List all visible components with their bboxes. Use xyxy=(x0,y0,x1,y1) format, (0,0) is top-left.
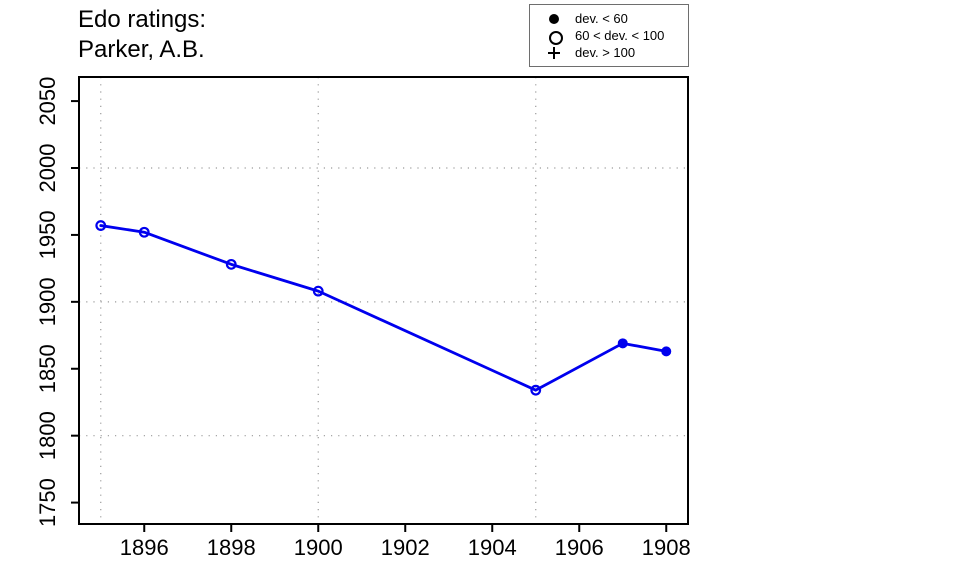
x-tick-label: 1908 xyxy=(642,535,691,560)
legend-box: dev. < 60 60 < dev. < 100 dev. > 100 xyxy=(529,4,689,67)
filled-circle-icon xyxy=(548,13,560,25)
chart-title-line1: Edo ratings: xyxy=(78,6,207,33)
legend-item-label: dev. > 100 xyxy=(575,45,636,60)
y-tick-label: 1850 xyxy=(35,344,60,393)
y-tick-label: 1900 xyxy=(35,277,60,326)
x-tick-label: 1900 xyxy=(294,535,343,560)
plot-box xyxy=(78,76,689,525)
x-tick-label: 1898 xyxy=(207,535,256,560)
legend-item-label: 60 < dev. < 100 xyxy=(575,28,665,43)
data-point-open xyxy=(530,384,542,396)
x-tick-label: 1906 xyxy=(555,535,604,560)
data-point-open xyxy=(138,226,150,238)
open-circle-icon xyxy=(548,30,563,45)
rating-line xyxy=(99,224,668,392)
data-point-open xyxy=(95,220,107,231)
legend-item-label: dev. < 60 xyxy=(575,11,628,26)
chart-title: Edo ratings: Parker, A.B. xyxy=(78,5,206,65)
x-tick-label: 1896 xyxy=(120,535,169,560)
x-tick-label: 1904 xyxy=(468,535,517,560)
y-tick-label: 2000 xyxy=(35,144,60,193)
chart-title-line2: Parker, A.B. xyxy=(78,36,205,63)
legend-item: dev. < 60 xyxy=(530,10,688,27)
y-tick-label: 1950 xyxy=(35,210,60,259)
data-point-filled xyxy=(617,338,628,349)
plus-icon xyxy=(548,46,560,59)
data-point-open xyxy=(225,258,237,270)
y-tick-label: 2050 xyxy=(35,77,60,126)
y-tick-label: 1800 xyxy=(35,411,60,460)
y-tick-label: 1750 xyxy=(35,478,60,527)
legend-item: 60 < dev. < 100 xyxy=(530,27,688,45)
legend-item: dev. > 100 xyxy=(530,44,688,61)
data-point-filled xyxy=(661,346,672,357)
x-tick-label: 1902 xyxy=(381,535,430,560)
data-point-open xyxy=(312,285,324,297)
